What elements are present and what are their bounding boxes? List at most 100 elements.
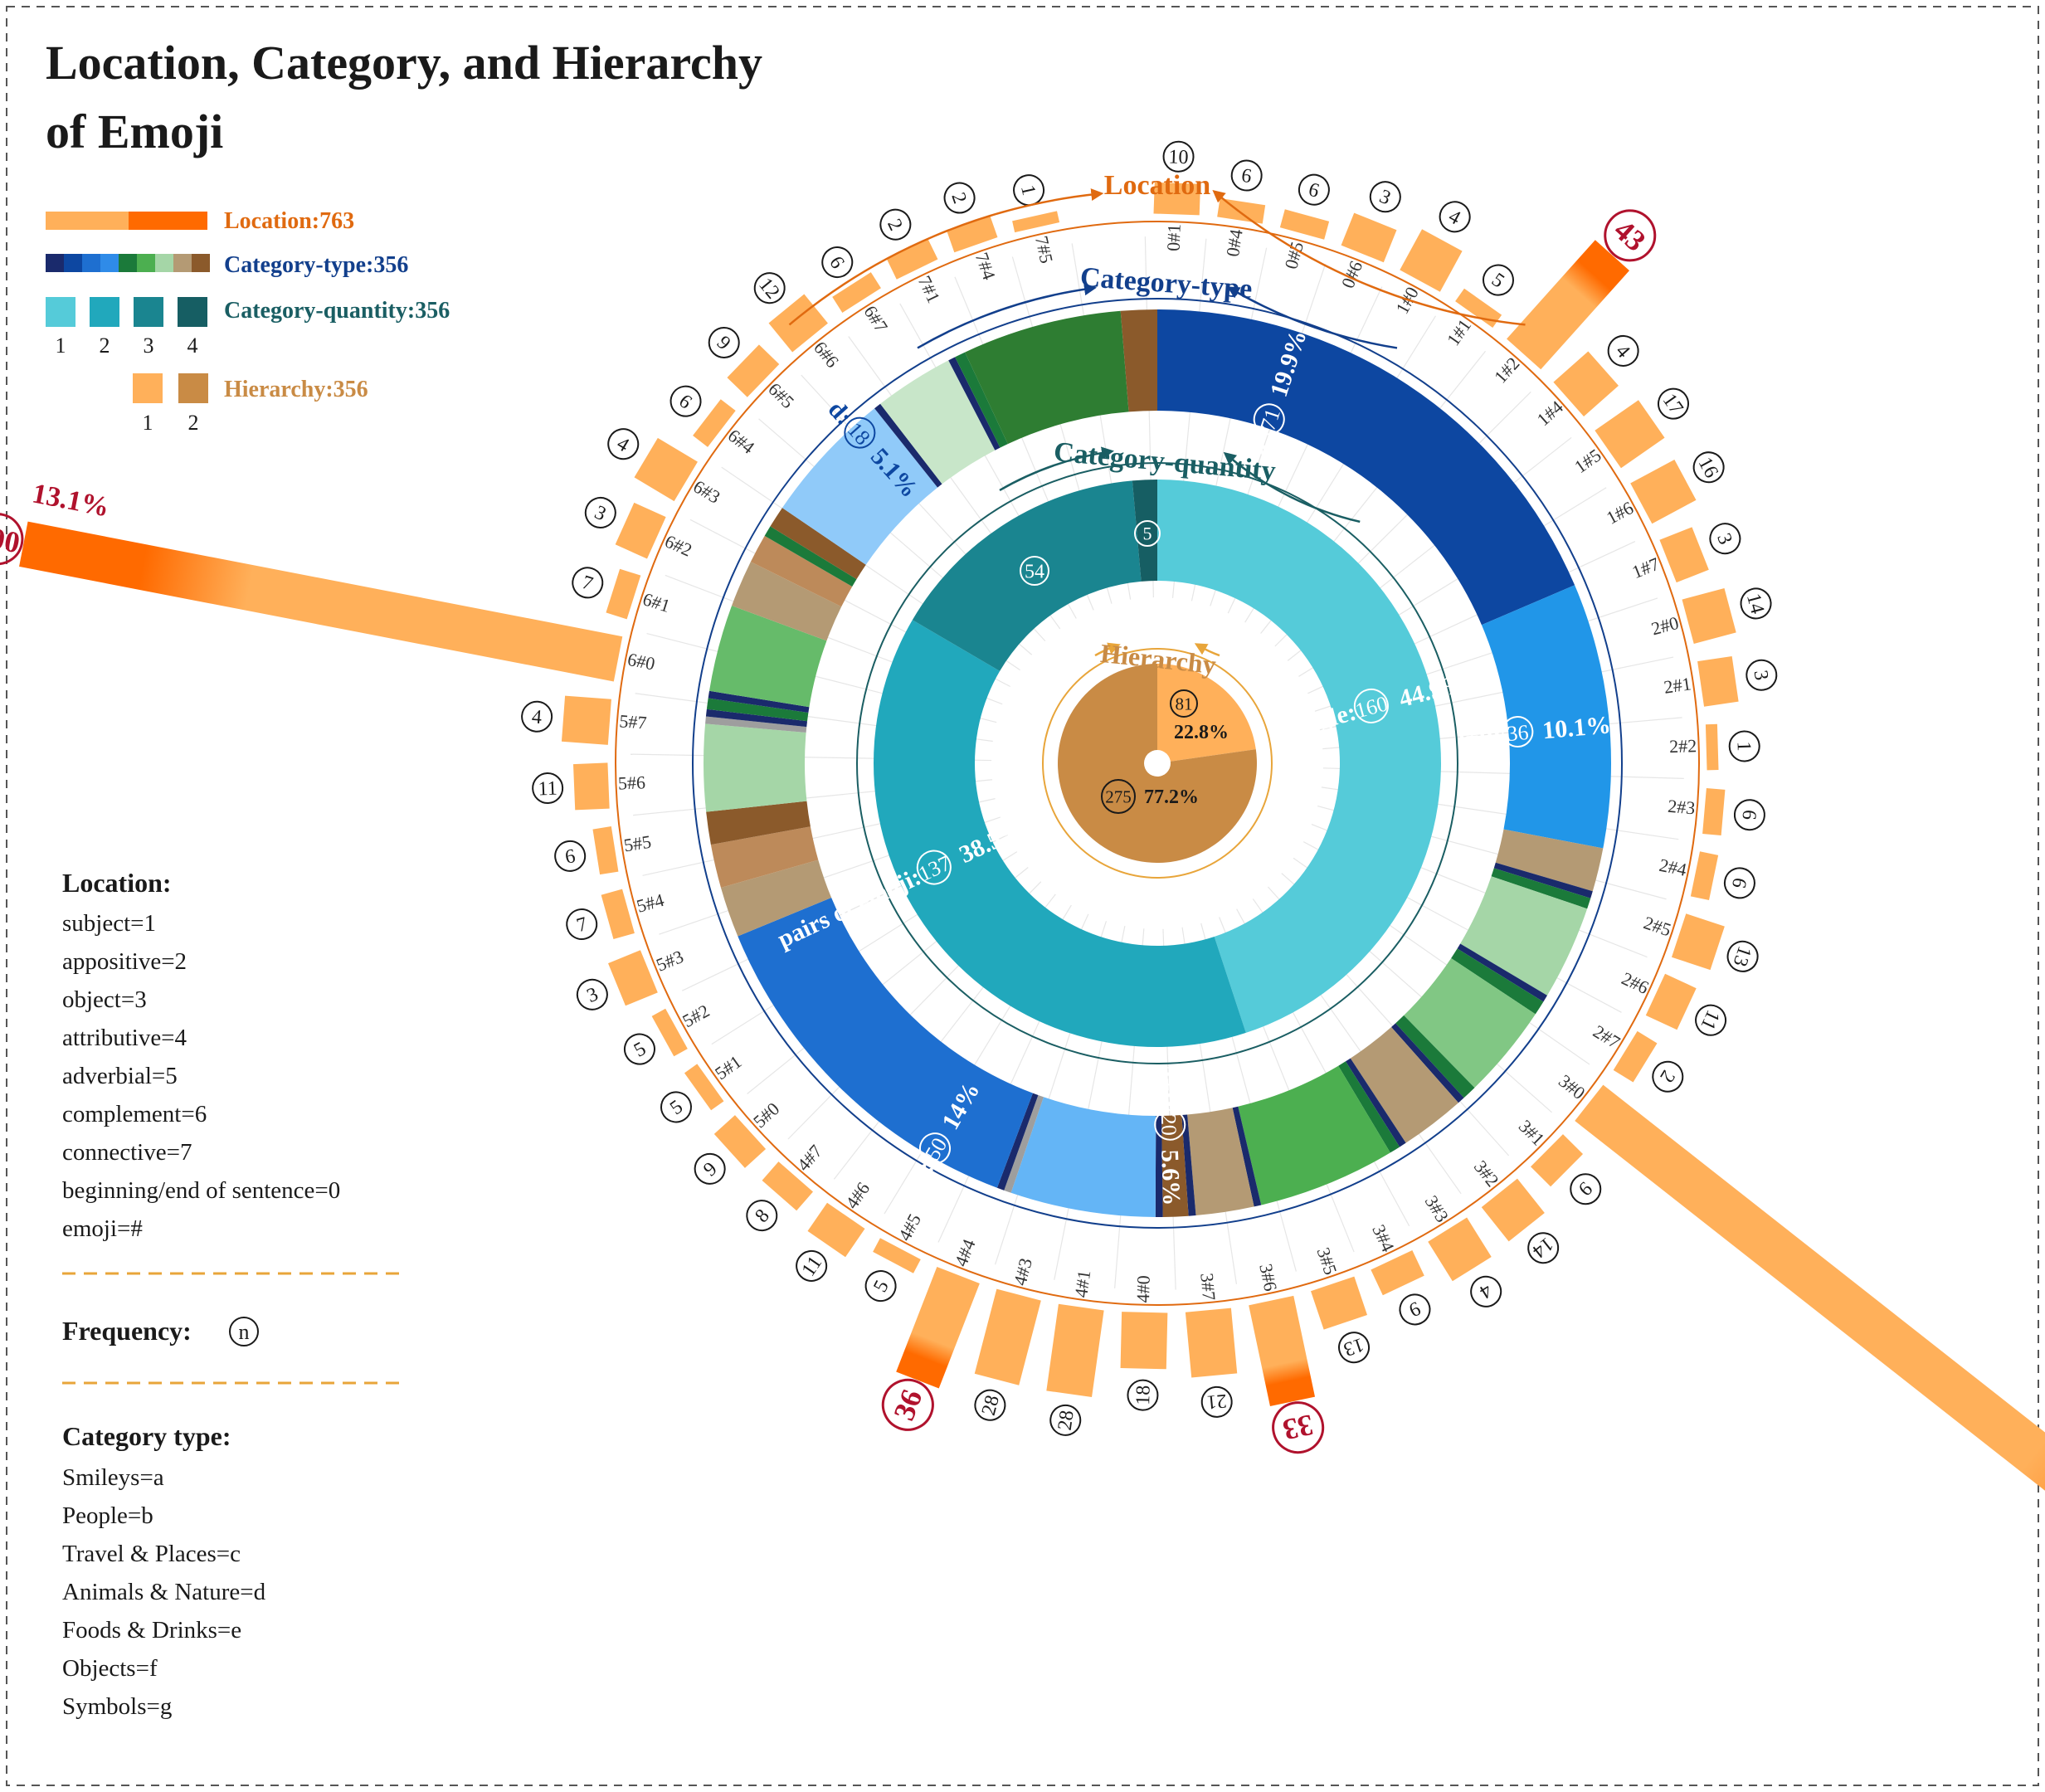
- location-bar-4#1: [1046, 1303, 1104, 1397]
- category-segment: [1395, 1015, 1475, 1098]
- location-bar-3#2: [1481, 1178, 1545, 1242]
- location-value-5#4: 7: [574, 913, 590, 937]
- category-arc-right: [1226, 286, 1398, 349]
- hierarchy-percent-81: 22.8%: [1174, 722, 1229, 743]
- location-key-item: attributive=4: [62, 1025, 187, 1051]
- legend-location-swatch-light: [46, 212, 129, 230]
- location-category-label: 5#4: [635, 889, 667, 917]
- quantity-count-5: 5: [1143, 523, 1152, 544]
- location-value-4#3: 28: [978, 1393, 1004, 1418]
- location-category-label: 6#0: [626, 649, 656, 674]
- location-value-3#1: 9: [1574, 1177, 1596, 1200]
- location-bar-6#6: [768, 294, 828, 353]
- category-segment: [1481, 585, 1611, 849]
- category-key-item: Animals & Nature=d: [62, 1579, 266, 1605]
- quantity-slice: [1132, 480, 1157, 582]
- location-value: 5: [1482, 264, 1514, 296]
- location-value-7#1: 2: [883, 216, 907, 234]
- quantity-count-circle: [1353, 688, 1389, 723]
- location-value-3#6: 33: [1280, 1408, 1317, 1447]
- category-segment: [1451, 948, 1544, 1015]
- category-segment: [1495, 829, 1604, 892]
- location-bar-3#4: [1371, 1249, 1424, 1296]
- location-value-1#1: 5: [1487, 269, 1508, 292]
- location-key-item: subject=1: [62, 910, 156, 937]
- location-category-label: 2#3: [1667, 796, 1696, 819]
- category-segment: [708, 606, 827, 708]
- location-category-label: 2#4: [1658, 855, 1688, 880]
- location-value: 2: [879, 208, 912, 241]
- category-key-item: People=b: [62, 1502, 153, 1529]
- value-circle: [576, 978, 608, 1010]
- location-bar-7#5: [1012, 211, 1060, 233]
- value-circle: [572, 567, 604, 599]
- location-bar-5#6: [572, 762, 610, 811]
- legend-category-type-label: Category-type:356: [224, 252, 408, 278]
- location-value: 2: [1652, 1060, 1684, 1093]
- location-value: 12: [753, 272, 786, 304]
- location-value-2#7: 2: [1655, 1066, 1678, 1086]
- location-key-item: emoji=#: [62, 1215, 143, 1242]
- category-count-circle: [919, 1132, 951, 1165]
- location-value-1#2: 43: [1608, 213, 1653, 258]
- location-category-label: 4#4: [950, 1236, 979, 1269]
- value-circle: [584, 496, 616, 528]
- location-value-1#7: 3: [1712, 530, 1736, 548]
- location-key-item: complement=6: [62, 1101, 207, 1127]
- location-value-2#3: 6: [1737, 809, 1760, 821]
- hierarchy-number: 2: [188, 411, 199, 435]
- location-bar-2#4: [1690, 851, 1719, 900]
- location-value: 8: [746, 1200, 778, 1232]
- category-segment: [1404, 957, 1536, 1088]
- category-segment: [738, 898, 1033, 1188]
- location-bar-0#5: [1279, 209, 1330, 240]
- category-segment: [965, 310, 1129, 445]
- location-bar-4#5: [873, 1238, 921, 1273]
- category-type-swatch: [46, 254, 64, 272]
- legend-hierarchy-label: Hierarchy:356: [224, 377, 368, 402]
- value-circle: [1298, 173, 1330, 206]
- hierarchy-count-275: 275: [1105, 786, 1132, 806]
- category-key-item: Objects=f: [62, 1655, 158, 1682]
- location-percent-6#0: 13.1%: [30, 478, 112, 523]
- location-value-4#5: 5: [869, 1277, 893, 1296]
- location-value-4#4: 36: [887, 1385, 928, 1424]
- legend-category-quantity-label: Category-quantity:356: [224, 298, 450, 324]
- category-segment: [764, 526, 857, 587]
- quantity-slice: [1157, 480, 1441, 1033]
- location-bar-3#5: [1311, 1276, 1368, 1330]
- category-label-name: b:: [905, 1157, 940, 1190]
- category-quantity-ring-title: Category-quantity: [1053, 436, 1277, 486]
- location-value-5#6: 11: [538, 778, 558, 801]
- location-value-7#4: 2: [947, 190, 971, 207]
- category-segment: [1161, 1114, 1189, 1217]
- quantity-number: 2: [100, 334, 110, 358]
- quantity-arc-left: [999, 446, 1114, 491]
- location-value-6#4: 6: [674, 390, 695, 413]
- location-category-label: 0#5: [1280, 240, 1307, 271]
- value-circle: [1439, 201, 1471, 233]
- location-ring-title: Location: [1104, 170, 1211, 201]
- location-bar-5#1: [684, 1064, 724, 1111]
- location-value: 6: [1230, 159, 1263, 192]
- location-bar-1#1: [1455, 288, 1502, 329]
- category-segment: [1157, 309, 1575, 626]
- location-value: 4: [521, 700, 553, 733]
- category-key-item: Foods & Drinks=e: [62, 1617, 241, 1643]
- location-bar-6#2: [615, 502, 666, 559]
- location-value-3#3: 4: [1476, 1279, 1496, 1303]
- category-segment: [1345, 1058, 1406, 1147]
- quantity-number: 1: [56, 334, 66, 358]
- quantity-slice: [912, 480, 1142, 671]
- location-value: 6: [1298, 173, 1330, 206]
- quantity-number: 3: [144, 334, 154, 358]
- category-segment: [948, 357, 1001, 450]
- location-value: 13: [1338, 1332, 1371, 1364]
- category-segment: [781, 408, 938, 565]
- location-value: 3: [584, 496, 616, 528]
- location-value: 5: [864, 1270, 897, 1303]
- location-bar-3#0: [1575, 1084, 2045, 1687]
- value-circle: [864, 1270, 897, 1303]
- location-bar-2#3: [1702, 787, 1726, 835]
